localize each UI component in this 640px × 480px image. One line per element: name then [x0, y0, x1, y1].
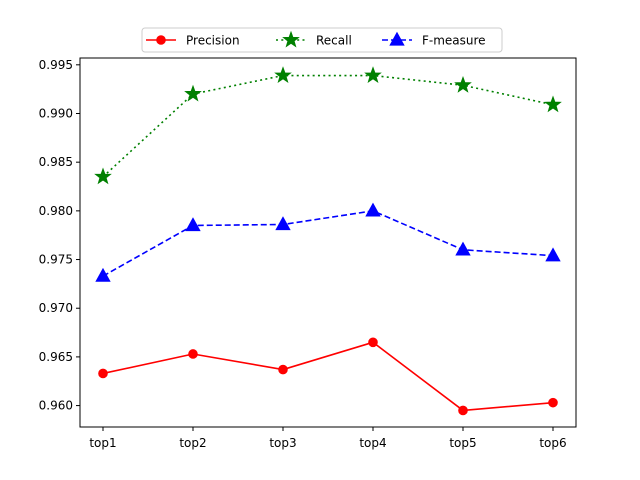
plot-area-frame [79, 57, 577, 428]
y-tick-label: 0.995 [39, 58, 73, 72]
data-point [365, 202, 381, 217]
y-tick-label: 0.980 [39, 204, 73, 218]
y-tick-label: 0.965 [39, 350, 73, 364]
data-point [545, 247, 561, 262]
data-point [458, 405, 468, 416]
data-point [278, 364, 288, 375]
data-point [94, 167, 112, 185]
series-line [102, 210, 554, 277]
legend-marker [389, 31, 405, 46]
x-tick-label: top1 [89, 436, 116, 450]
series-precision [98, 337, 558, 416]
data-point [184, 84, 202, 102]
series-line [102, 74, 554, 178]
legend-marker [156, 35, 166, 45]
data-point [548, 397, 558, 408]
x-tick-label: top4 [359, 436, 386, 450]
y-tick-label: 0.985 [39, 155, 73, 169]
y-axis: 0.960 0.965 0.970 0.975 0.980 0.985 0.990 0.995 [39, 58, 80, 413]
legend-item-f-measure: F-measure [382, 31, 486, 48]
legend-item-precision: Precision [146, 34, 240, 48]
data-point [455, 241, 471, 256]
data-point [95, 267, 111, 282]
legend-frame [141, 27, 503, 53]
data-point [274, 66, 292, 84]
y-tick-label: 0.970 [39, 301, 73, 315]
series-recall [94, 66, 562, 185]
legend-label: Precision [186, 34, 240, 48]
series-f-measure [95, 202, 561, 282]
data-point [364, 66, 382, 84]
y-tick-label: 0.960 [39, 399, 73, 413]
series-line [102, 341, 554, 412]
legend-item-recall: Recall [276, 30, 352, 48]
data-point [275, 216, 291, 231]
data-point [368, 337, 378, 348]
legend: Precision Recall F-measure [141, 27, 503, 53]
data-point [188, 349, 198, 359]
x-tick-label: top3 [269, 436, 296, 450]
x-tick-label: top5 [449, 436, 476, 450]
data-point [185, 217, 201, 232]
data-point [98, 368, 108, 379]
legend-marker [282, 30, 300, 48]
x-axis: top1 top2 top3 top4 top5 top6 [89, 427, 567, 450]
x-tick-label: top6 [539, 436, 566, 450]
y-tick-label: 0.975 [39, 253, 73, 267]
data-point [454, 75, 472, 93]
data-point [544, 95, 562, 113]
y-tick-label: 0.990 [39, 106, 73, 120]
x-tick-label: top2 [179, 436, 206, 450]
series-layer [94, 66, 562, 416]
legend-label: Recall [316, 34, 352, 48]
legend-label: F-measure [422, 34, 486, 48]
